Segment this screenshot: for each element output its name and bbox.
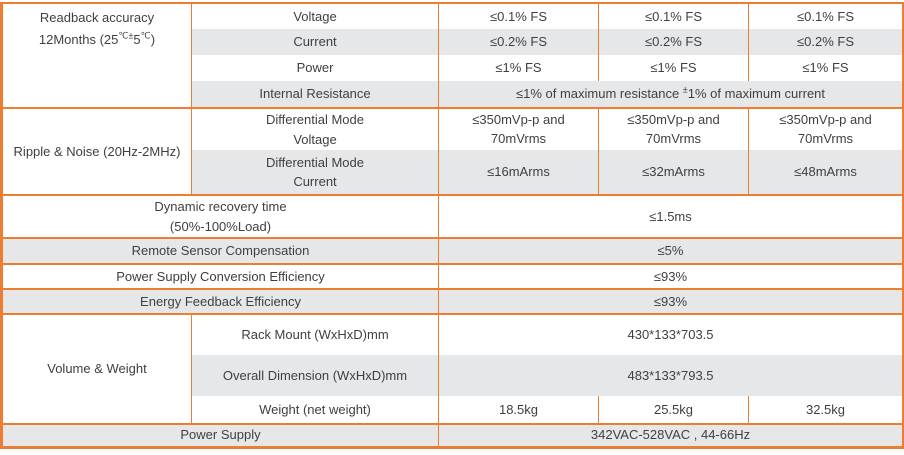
readback-voltage-value-2: ≤0.1% FS bbox=[598, 3, 749, 29]
weight-value-1: 18.5kg bbox=[438, 396, 599, 424]
weight-value-3: 32.5kg bbox=[748, 396, 904, 424]
energy-feedback-label: Energy Feedback Efficiency bbox=[1, 288, 439, 314]
readback-row-power-label: Power bbox=[296, 60, 334, 76]
readback-voltage-value-3: ≤0.1% FS bbox=[748, 3, 904, 29]
power-supply-label: Power Supply bbox=[1, 423, 439, 447]
readback-row-current-label: Current bbox=[191, 29, 439, 55]
readback-row-voltage-label: Voltage bbox=[293, 8, 337, 24]
ripple-diff-voltage-value-1: ≤350mVp-p and 70mVrms bbox=[438, 107, 599, 150]
energy-feedback-value: ≤93% bbox=[438, 288, 904, 314]
rack-mount-label: Rack Mount (WxHxD)mm bbox=[191, 313, 439, 355]
power-supply-value: 342VAC-528VAC , 44-66Hz bbox=[438, 423, 904, 447]
ripple-diff-current-value-1: ≤16mArms bbox=[438, 150, 599, 195]
remote-sensor-label: Remote Sensor Compensation bbox=[1, 237, 439, 264]
readback-power-value-1: ≤1% FS bbox=[438, 55, 599, 81]
readback-current-value-2: ≤0.2% FS bbox=[598, 29, 749, 55]
internal-resistance-label: Internal Resistance bbox=[191, 81, 439, 108]
ripple-diff-current-label: Differential Mode Current bbox=[191, 150, 439, 195]
rack-mount-value: 430*133*703.5 bbox=[438, 313, 904, 355]
readback-section-label: Readback accuracy 12Months (25℃±5℃) bbox=[1, 3, 192, 108]
dynamic-recovery-value: ≤1.5ms bbox=[438, 194, 904, 238]
ripple-diff-voltage-value-3: ≤350mVp-p and 70mVrms bbox=[748, 107, 904, 150]
weight-label: Weight (net weight) bbox=[259, 401, 371, 417]
ripple-diff-current-value-2: ≤32mArms bbox=[598, 150, 749, 195]
ripple-diff-voltage-value-2: ≤350mVp-p and 70mVrms bbox=[598, 107, 749, 150]
conversion-efficiency-label: Power Supply Conversion Efficiency bbox=[1, 263, 439, 289]
ripple-section-label: Ripple & Noise (20Hz-2MHz) bbox=[1, 107, 192, 195]
volume-weight-section-label: Volume & Weight bbox=[1, 313, 192, 424]
readback-power-value-3: ≤1% FS bbox=[748, 55, 904, 81]
dynamic-recovery-label: Dynamic recovery time (50%-100%Load) bbox=[1, 194, 439, 238]
readback-power-value-2: ≤1% FS bbox=[598, 55, 749, 81]
weight-value-2: 25.5kg bbox=[598, 396, 749, 424]
ripple-diff-voltage-label: Differential Mode Voltage bbox=[191, 107, 439, 150]
conversion-efficiency-value: ≤93% bbox=[438, 263, 904, 289]
readback-current-value-1: ≤0.2% FS bbox=[438, 29, 599, 55]
readback-voltage-value-1: ≤0.1% FS bbox=[438, 3, 599, 29]
ripple-diff-current-value-3: ≤48mArms bbox=[748, 150, 904, 195]
overall-dimension-value: 483*133*793.5 bbox=[438, 355, 904, 396]
readback-current-value-3: ≤0.2% FS bbox=[748, 29, 904, 55]
remote-sensor-value: ≤5% bbox=[438, 237, 904, 264]
overall-dimension-label: Overall Dimension (WxHxD)mm bbox=[191, 355, 439, 396]
internal-resistance-value: ≤1% of maximum resistance ±1% of maximum… bbox=[438, 81, 904, 108]
